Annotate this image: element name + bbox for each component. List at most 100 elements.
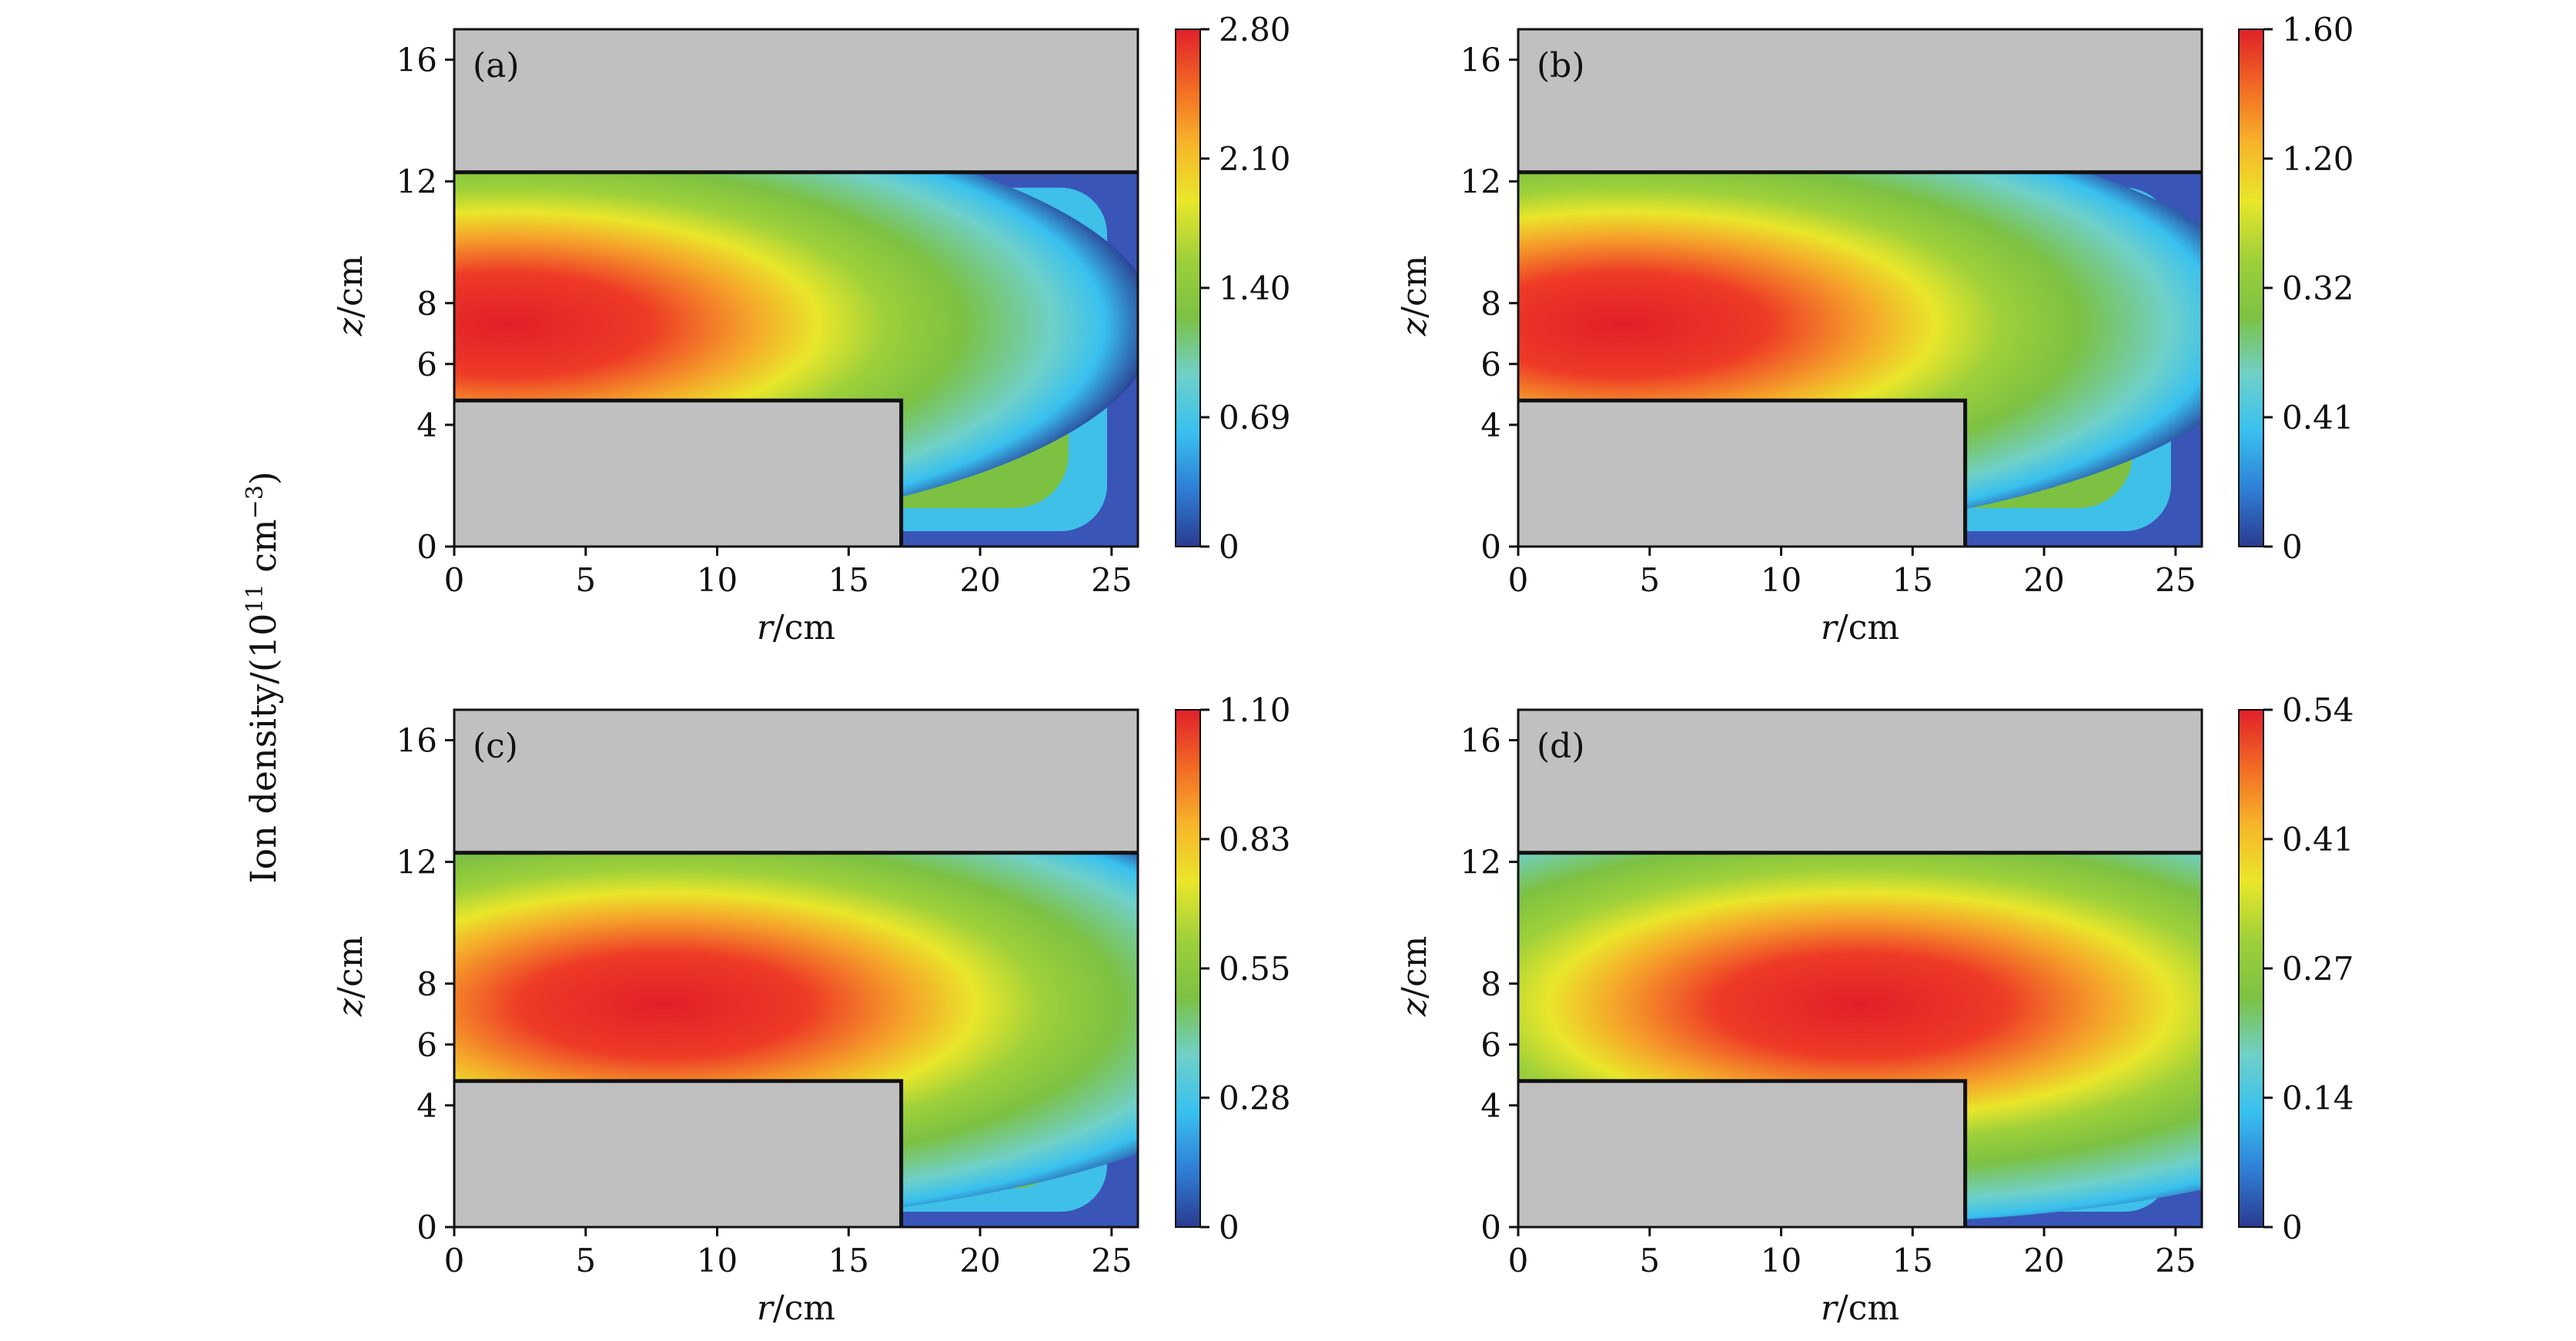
ytick-label: 12 [1460,844,1501,881]
xtick-label: 15 [828,1242,869,1279]
colorbar-tick-label: 2.10 [1219,140,1291,178]
plot-frame [453,28,1139,548]
xtick-label: 15 [1892,561,1933,599]
ytick-label: 6 [1480,346,1501,383]
xtick-label: 15 [1892,1242,1933,1279]
xtick-label: 20 [959,561,1000,599]
xtick-label: 25 [2155,561,2196,599]
xtick-label: 5 [1639,1242,1660,1279]
colorbar-tick-label: 0 [2282,528,2303,566]
ytick-label: 8 [417,965,437,1003]
lower-wall [1518,1081,1965,1227]
upper-wall [454,710,1138,853]
xtick-label: 10 [1761,1242,1802,1279]
lower-wall-edge [1518,1078,1968,1227]
panel-2: 0 5 10 15 20 25 0 4 6 8 12 16 r/cm z/cm (c) 0 0.28 0.55 0.… [331,691,1291,1328]
panel-label: (c) [473,727,518,766]
ytick-label: 12 [1460,163,1501,201]
colorbar-tick-label: 0 [2282,1209,2303,1246]
ytick-label: 8 [417,285,437,323]
lower-wall [454,400,902,547]
plot-frame [453,708,1139,1229]
colorbar [2238,709,2264,1228]
colorbar-tick-label: 0.55 [1219,950,1291,988]
xtick-label: 0 [444,1242,465,1279]
xtick-label: 5 [1639,561,1660,599]
ylabel: z/cm [1395,936,1434,1017]
ytick-label: 12 [396,163,437,201]
xtick-label: 20 [2023,561,2064,599]
colorbar-tick-label: 0.69 [1219,399,1291,436]
colorbar [1175,709,1201,1228]
ytick-label: 4 [417,406,437,444]
xtick-label: 25 [1091,1242,1132,1279]
xlabel: r/cm [757,608,835,647]
ylabel: z/cm [331,936,370,1017]
panel-label: (d) [1537,727,1585,766]
xtick-label: 25 [1091,561,1132,599]
xlabel: r/cm [757,1289,835,1328]
colorbar-tick-label: 1.60 [2282,11,2354,48]
xlabel: r/cm [1821,1289,1899,1328]
xtick-label: 20 [2023,1242,2064,1279]
ytick-label: 6 [1480,1026,1501,1064]
colorbar-tick-label: 0.28 [1219,1079,1291,1117]
panel-label: (a) [473,46,520,85]
colorbar-tick-label: 1.10 [1219,691,1291,729]
colorbar-tick-label: 2.80 [1219,11,1291,48]
ytick-label: 16 [1460,42,1501,79]
lower-wall [1518,400,1965,547]
ytick-label: 16 [396,722,437,760]
panel-0: 0 5 10 15 20 25 0 4 6 8 12 16 r/cm z/cm (a) 0 0.69 1.40 2.… [331,11,1291,647]
ytick-label: 8 [1480,965,1501,1003]
upper-wall [454,29,1138,172]
colorbar [2238,28,2264,547]
lower-wall [454,1081,902,1227]
ylabel: z/cm [1395,256,1434,336]
colorbar-tick-label: 0 [1219,1209,1239,1246]
ytick-label: 0 [417,1209,437,1246]
colorbar-tick-label: 0.54 [2282,691,2354,729]
colorbar-tick-label: 1.20 [2282,140,2354,178]
xtick-label: 25 [2155,1242,2196,1279]
lower-wall-edge [454,1078,904,1227]
ytick-label: 12 [396,844,437,881]
xtick-label: 10 [697,561,738,599]
colorbar-tick-label: 0.41 [2282,399,2354,436]
xtick-label: 20 [959,1242,1000,1279]
ytick-label: 16 [396,42,437,79]
xtick-label: 5 [575,561,596,599]
ytick-label: 4 [1480,406,1501,444]
xtick-label: 10 [1761,561,1802,599]
colorbar-tick-label: 0.27 [2282,950,2354,988]
ytick-label: 6 [417,346,437,383]
colorbar [1175,28,1201,547]
panel-3: 0 5 10 15 20 25 0 4 6 8 12 16 r/cm z/cm (d) 0 0.14 0.27 0.… [1395,691,2354,1328]
upper-wall [1518,710,2202,853]
lower-wall-edge [1518,398,1968,547]
ytick-label: 8 [1480,285,1501,323]
ytick-label: 6 [417,1026,437,1064]
colorbar-tick-label: 0.14 [2282,1079,2354,1117]
colorbar-tick-label: 1.40 [1219,269,1291,307]
ytick-label: 16 [1460,722,1501,760]
ytick-label: 4 [1480,1087,1501,1125]
ytick-label: 0 [1480,528,1501,566]
colorbar-tick-label: 0.41 [2282,821,2354,858]
xtick-label: 5 [575,1242,596,1279]
upper-wall [1518,29,2202,172]
ylabel: z/cm [331,256,370,336]
colorbar-tick-label: 0.32 [2282,269,2354,307]
ytick-label: 0 [1480,1209,1501,1246]
colorbar-tick-label: 0 [1219,528,1239,566]
ytick-label: 0 [417,528,437,566]
xtick-label: 10 [697,1242,738,1279]
xtick-label: 15 [828,561,869,599]
xtick-label: 0 [1508,561,1529,599]
ytick-label: 4 [417,1087,437,1125]
xtick-label: 0 [1508,1242,1529,1279]
plot-frame [1517,708,2203,1229]
colorbar-tick-label: 0.83 [1219,821,1291,858]
xtick-label: 0 [444,561,465,599]
